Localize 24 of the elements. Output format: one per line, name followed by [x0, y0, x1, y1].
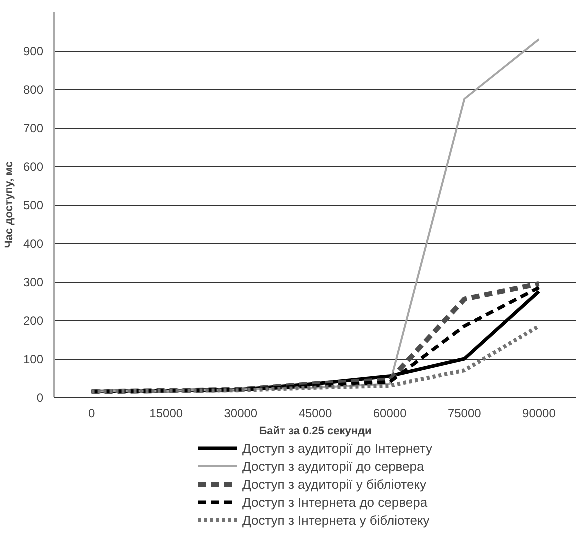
x-tick-label: 15000	[150, 406, 184, 420]
x-tick-label: 75000	[448, 406, 482, 420]
y-tick-label: 100	[23, 352, 44, 366]
x-tick-label: 30000	[224, 406, 258, 420]
y-tick-label: 300	[23, 276, 44, 290]
y-tick-label: 700	[23, 122, 44, 136]
y-tick-label: 0	[36, 391, 44, 405]
y-tick-label: 800	[23, 83, 44, 97]
x-tick-label: 60000	[373, 406, 408, 420]
y-tick-label: 600	[23, 160, 44, 174]
y-tick-label: 400	[23, 237, 44, 251]
x-tick-label: 45000	[298, 406, 333, 420]
y-tick-label: 200	[23, 314, 44, 328]
legend-label: Доступ з Інтернета до сервера	[242, 494, 428, 510]
x-axis-title: Байт за 0.25 секунди	[259, 426, 372, 438]
y-tick-label: 500	[23, 198, 44, 212]
y-tick-label: 900	[23, 44, 44, 58]
y-axis-title: Час доступу, мс	[3, 162, 16, 248]
legend-label: Доступ з аудиторії у бібліотеку	[242, 476, 427, 492]
x-tick-label: 0	[88, 406, 96, 420]
legend-label: Доступ з аудиторії до Інтернету	[242, 440, 432, 456]
legend-label: Доступ з аудиторії до сервера	[242, 458, 424, 474]
legend-label: Доступ з Інтернета у бібліотеку	[242, 512, 430, 528]
x-tick-label: 90000	[522, 406, 556, 420]
